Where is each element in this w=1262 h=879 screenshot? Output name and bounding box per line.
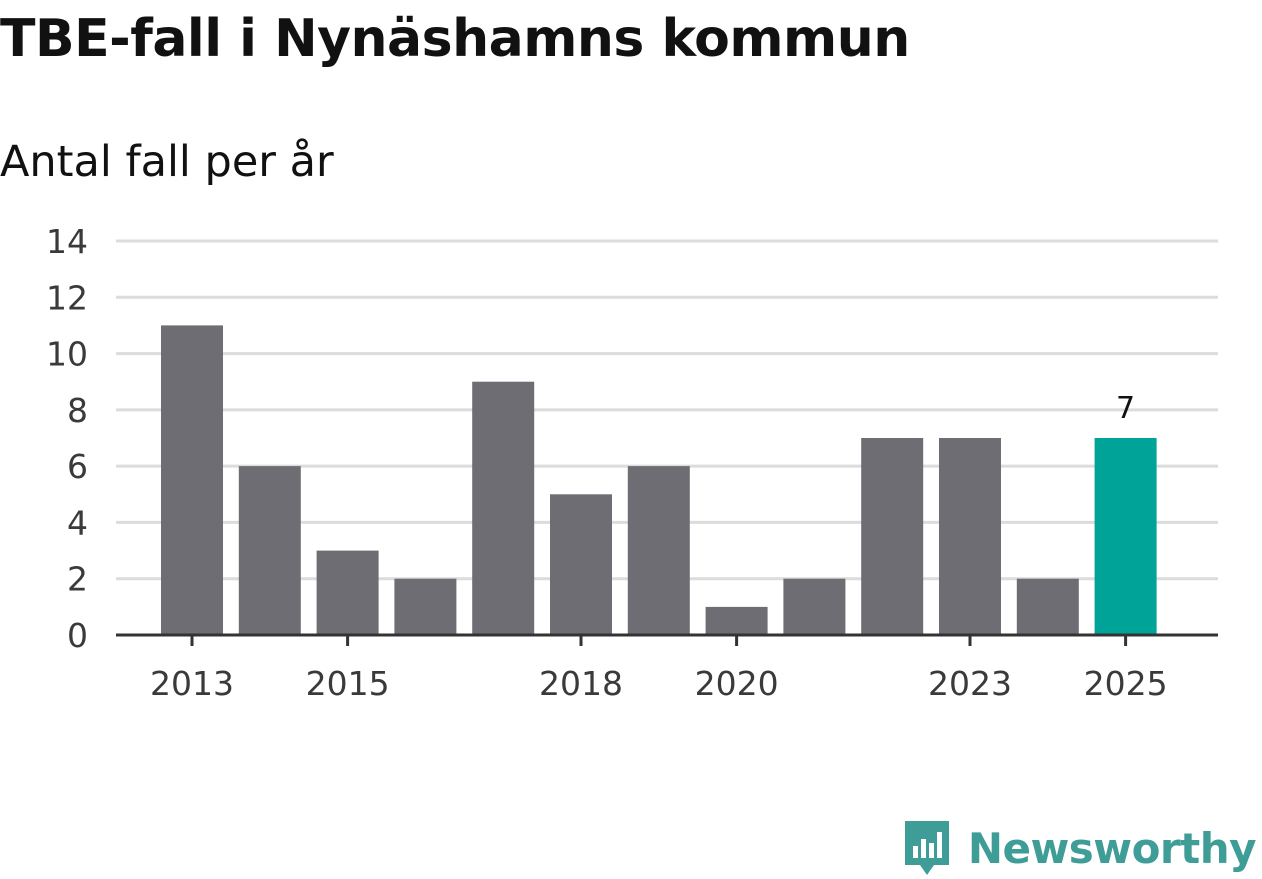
bar-2024 bbox=[1016, 578, 1079, 635]
x-tick-label: 2013 bbox=[150, 664, 234, 703]
bar-2025 bbox=[1094, 438, 1157, 635]
axes bbox=[116, 633, 1218, 646]
x-tick-label: 2020 bbox=[695, 664, 779, 703]
y-tick-label: 2 bbox=[67, 560, 88, 599]
newsworthy-logo-icon bbox=[904, 821, 949, 875]
bar-2022 bbox=[861, 438, 924, 635]
x-tick-label: 2018 bbox=[539, 664, 623, 703]
bar-2021 bbox=[783, 578, 846, 635]
bar-2016 bbox=[394, 578, 457, 635]
chart-subtitle: Antal fall per år bbox=[0, 137, 334, 187]
y-tick-label: 14 bbox=[46, 222, 88, 261]
y-tick-label: 12 bbox=[46, 278, 88, 317]
chart-title: TBE-fall i Nynäshamns kommun bbox=[0, 9, 910, 69]
bar-2017 bbox=[472, 381, 535, 635]
bar-2018 bbox=[550, 494, 612, 635]
y-tick-label: 0 bbox=[67, 616, 88, 655]
x-tick-label: 2015 bbox=[306, 664, 390, 703]
brand-name: Newsworthy bbox=[967, 823, 1257, 873]
bar-2015 bbox=[316, 550, 379, 635]
data-label-2025: 7 bbox=[1116, 391, 1135, 426]
labels: 0 2 4 6 8 10 12 14 2013 2015 2018 2020 2023 2025 7 bbox=[46, 222, 1168, 703]
bars bbox=[161, 325, 1157, 635]
y-tick-label: 6 bbox=[67, 447, 88, 486]
y-tick-label: 10 bbox=[46, 335, 88, 374]
brand: Newsworthy bbox=[902, 818, 1257, 878]
bar-2020 bbox=[705, 606, 768, 635]
x-tick-label: 2023 bbox=[928, 664, 1012, 703]
bar-2023 bbox=[939, 438, 1001, 635]
y-tick-label: 8 bbox=[67, 391, 88, 430]
bar-2019 bbox=[627, 466, 690, 635]
x-tick-label: 2025 bbox=[1084, 664, 1168, 703]
bar-2013 bbox=[161, 325, 223, 635]
y-tick-label: 4 bbox=[67, 503, 88, 542]
bar-2014 bbox=[238, 466, 301, 635]
